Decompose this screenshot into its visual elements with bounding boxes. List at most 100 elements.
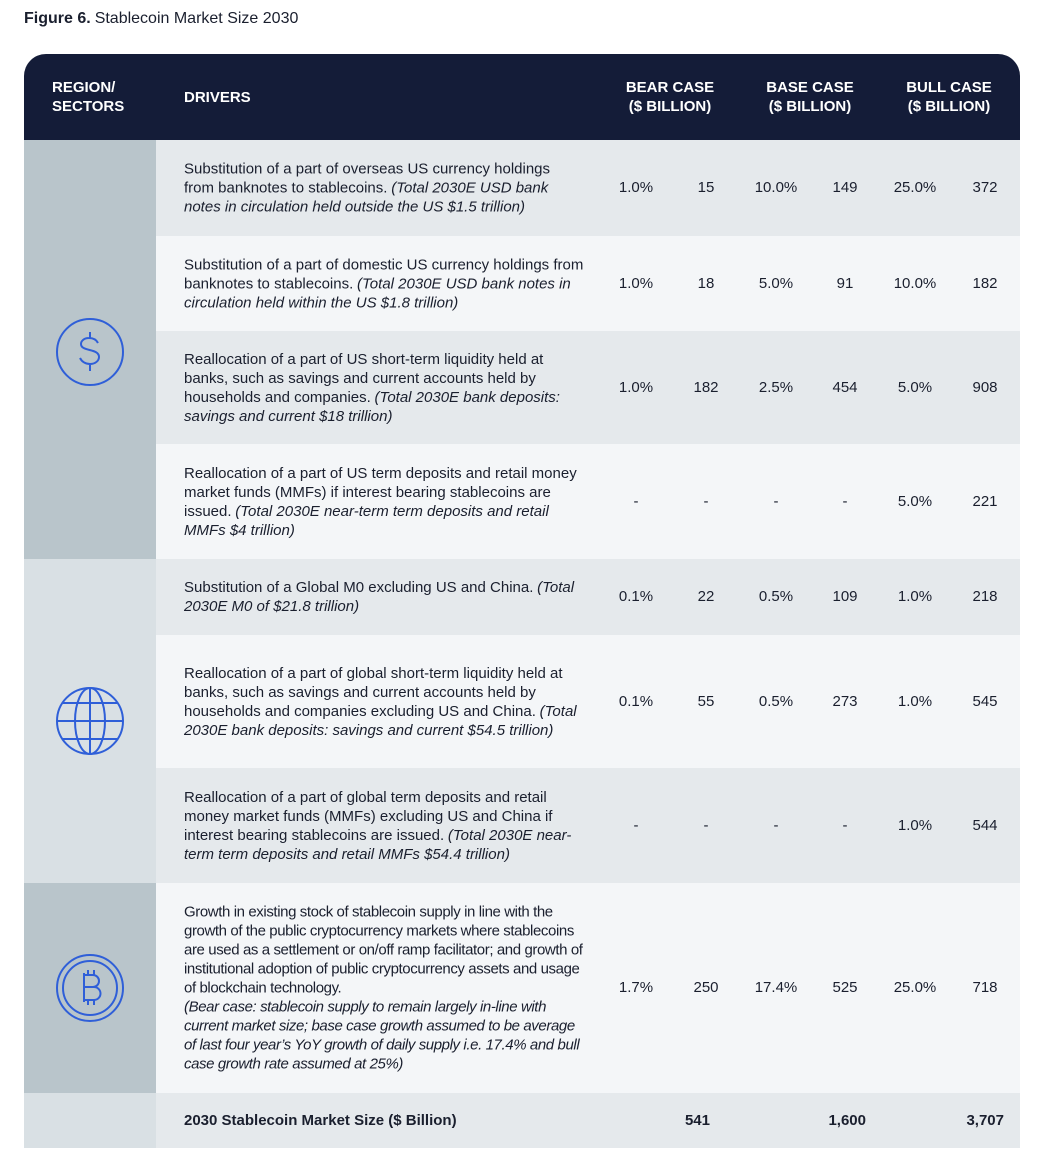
value-cell: 5.0%: [897, 378, 933, 396]
driver-cell: Growth in existing stock of stablecoin s…: [184, 903, 584, 1074]
value-cell: 5.0%: [897, 492, 933, 510]
driver-note: (Total 2030E near-term term deposits and…: [184, 502, 549, 539]
region-cell: [24, 1093, 156, 1148]
value-cell: 91: [836, 274, 854, 292]
table-header: [24, 54, 1020, 140]
globe-icon: [56, 687, 124, 755]
figure-title: Figure 6. Stablecoin Market Size 2030: [24, 10, 298, 28]
header-bear: BEAR CASE ($ BILLION): [610, 78, 730, 116]
value-cell: 0.5%: [758, 692, 794, 710]
header-line: ($ BILLION): [907, 98, 991, 115]
value-cell: 15: [697, 179, 715, 196]
total-value: 1,600: [828, 1112, 866, 1129]
driver-cell: Reallocation of a part of US term deposi…: [184, 464, 584, 540]
value-cell: 0.1%: [618, 588, 654, 605]
value-cell: 22: [697, 588, 715, 605]
header-bull: BULL CASE ($ BILLION): [889, 78, 1009, 116]
table-row: [156, 331, 1020, 444]
value-cell: -: [773, 816, 779, 834]
table-row: [156, 444, 1020, 559]
value-cell: 1.0%: [897, 816, 933, 834]
value-cell: -: [773, 492, 779, 510]
value-cell: 109: [832, 588, 858, 605]
driver-cell: Reallocation of a part of US short-term …: [184, 350, 584, 426]
header-line: REGION/: [52, 79, 116, 96]
total-value: 541: [684, 1112, 710, 1129]
value-cell: 2.5%: [758, 378, 794, 396]
header-line: ($ BILLION): [768, 98, 852, 115]
total-label: 2030 Stablecoin Market Size ($ Billion): [184, 1112, 457, 1129]
value-cell: 1.0%: [618, 179, 654, 196]
table-row: [156, 635, 1020, 768]
value-cell: 25.0%: [893, 979, 937, 996]
driver-text: Substitution of a Global M0 excluding US…: [184, 579, 534, 596]
header-line: SECTORS: [52, 98, 125, 115]
driver-cell: Reallocation of a part of global term de…: [184, 788, 584, 864]
header-line: ($ BILLION): [628, 98, 712, 115]
table-row: [156, 140, 1020, 236]
value-cell: 0.5%: [758, 588, 794, 605]
value-cell: 10.0%: [893, 274, 937, 292]
value-cell: 55: [697, 692, 715, 710]
driver-text: Growth in existing stock of stablecoin s…: [184, 903, 583, 997]
value-cell: -: [633, 816, 639, 834]
value-cell: -: [842, 492, 848, 510]
driver-cell: Substitution of a Global M0 excluding US…: [184, 578, 584, 616]
value-cell: 250: [693, 979, 719, 996]
header-line: BEAR CASE: [625, 79, 715, 96]
driver-text: Reallocation of a part of US term deposi…: [184, 464, 577, 520]
value-cell: 182: [693, 378, 719, 396]
value-cell: 17.4%: [754, 979, 798, 996]
driver-cell: Reallocation of a part of global short-t…: [184, 664, 584, 740]
driver-note: (Total 2030E M0 of $21.8 trillion): [184, 579, 575, 615]
header-region: REGION/SECTORS: [52, 78, 124, 116]
value-cell: 218: [972, 588, 998, 605]
value-cell: 18: [697, 274, 715, 292]
bitcoin-icon: [56, 954, 124, 1022]
table-row: [156, 883, 1020, 1093]
header-base: BASE CASE ($ BILLION): [750, 78, 870, 116]
value-cell: 25.0%: [893, 179, 937, 196]
driver-cell: Substitution of a part of domestic US cu…: [184, 255, 584, 312]
value-cell: -: [703, 816, 709, 834]
value-cell: 372: [972, 179, 998, 196]
value-cell: 182: [972, 274, 998, 292]
header-line: BASE CASE: [766, 79, 854, 96]
value-cell: 273: [832, 692, 858, 710]
driver-note: (Total 2030E USD bank notes in circulati…: [184, 179, 549, 216]
value-cell: 1.0%: [618, 378, 654, 396]
total-value: 3,707: [966, 1112, 1004, 1129]
value-cell: 718: [972, 979, 998, 996]
driver-note: (Total 2030E USD bank notes in circulati…: [184, 275, 571, 311]
table-row: [156, 236, 1020, 331]
driver-text: Reallocation of a part of global term de…: [184, 788, 553, 844]
driver-note: (Total 2030E bank deposits: savings and …: [184, 388, 560, 425]
value-cell: 525: [832, 979, 858, 996]
driver-note: (Bear case: stablecoin supply to remain …: [184, 998, 580, 1073]
value-cell: 1.0%: [897, 692, 933, 710]
value-cell: 10.0%: [754, 179, 798, 196]
figure-title-text: Stablecoin Market Size 2030: [94, 10, 299, 27]
header-drivers: DRIVERS: [184, 89, 251, 106]
driver-note: (Total 2030E near-term term deposits and…: [184, 826, 572, 863]
driver-cell: Substitution of a part of overseas US cu…: [184, 160, 584, 217]
value-cell: -: [703, 492, 709, 510]
dollar-icon: [56, 318, 124, 386]
driver-text: Reallocation of a part of US short-term …: [184, 350, 544, 406]
value-cell: -: [842, 816, 848, 834]
value-cell: 454: [832, 378, 858, 396]
value-cell: 0.1%: [618, 692, 654, 710]
value-cell: 1.0%: [618, 274, 654, 292]
value-cell: -: [633, 492, 639, 510]
header-line: BULL CASE: [906, 79, 992, 96]
driver-text: Substitution of a part of overseas US cu…: [184, 160, 551, 197]
value-cell: 5.0%: [758, 274, 794, 292]
driver-text: Reallocation of a part of global short-t…: [184, 664, 563, 720]
driver-text: Substitution of a part of domestic US cu…: [184, 256, 584, 292]
driver-note: (Total 2030E bank deposits: savings and …: [184, 702, 577, 739]
table-row: [156, 559, 1020, 635]
value-cell: 221: [972, 492, 998, 510]
value-cell: 908: [972, 378, 998, 396]
table-row: [156, 1093, 1020, 1148]
